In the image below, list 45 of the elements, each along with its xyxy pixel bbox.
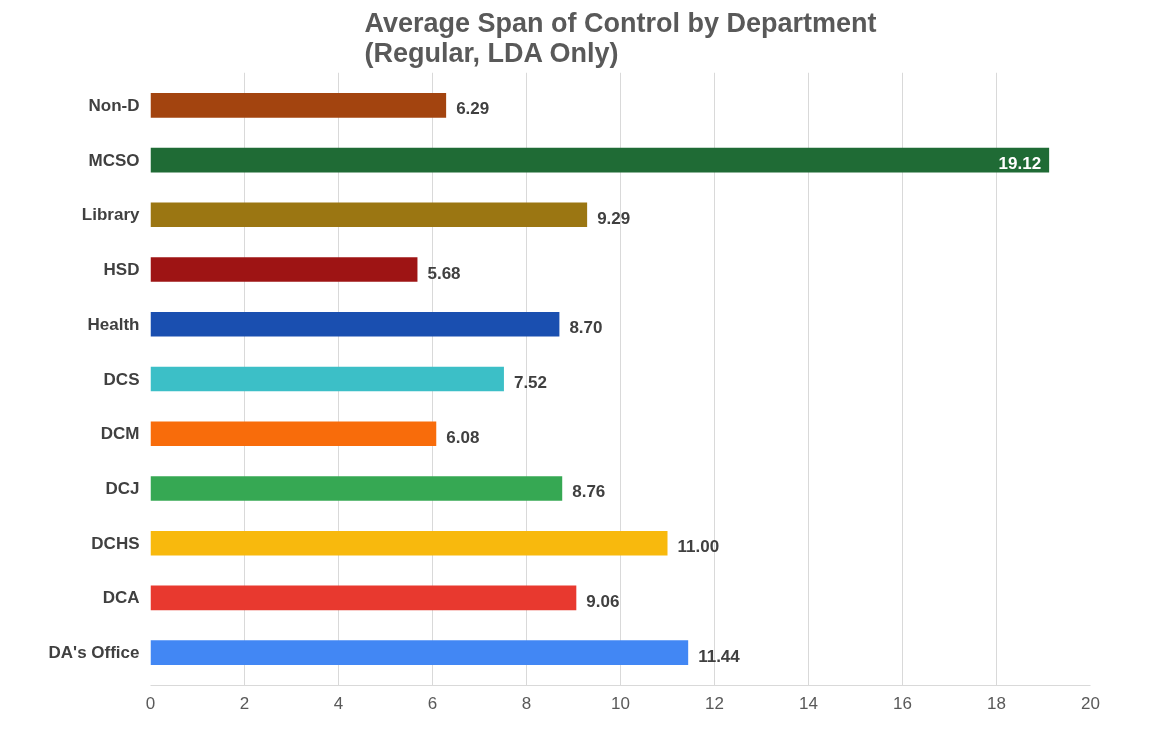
y-tick-label: Non-D — [88, 95, 140, 115]
x-tick-label: 10 — [611, 693, 630, 713]
data-label: 7.52 — [513, 373, 548, 392]
y-tick-label: DCHS — [91, 533, 140, 553]
y-tick-label: DA's Office — [48, 643, 140, 663]
data-label: 8.70 — [569, 318, 603, 338]
y-tick-label: DCS — [103, 369, 140, 389]
y-tick-label: MCSO — [88, 150, 140, 170]
y-tick-label: DCA — [102, 588, 140, 608]
bar — [150, 421, 437, 447]
x-tick-label: 18 — [987, 693, 1006, 713]
x-tick-label: 8 — [521, 693, 532, 713]
bar — [150, 93, 447, 118]
data-label: 11.00 — [677, 537, 720, 557]
y-tick-label: DCJ — [105, 478, 140, 498]
chart-title: Average Span of Control by Department (Regular, LDA Only) — [364, 7, 877, 68]
data-label: 11.44 — [698, 646, 741, 666]
data-label: 5.68 — [427, 263, 461, 283]
bar — [150, 585, 577, 611]
bar — [150, 640, 689, 665]
y-tick-label: Health — [87, 314, 140, 334]
bar — [150, 147, 1050, 173]
bar — [150, 530, 668, 556]
bar — [150, 257, 418, 282]
x-tick-label: 0 — [145, 693, 156, 713]
bar — [150, 366, 504, 392]
bar — [150, 202, 588, 228]
data-label: 8.76 — [572, 482, 606, 502]
data-label: 9.29 — [597, 208, 631, 228]
y-tick-label: DCM — [100, 424, 140, 444]
x-tick-label: 12 — [705, 693, 724, 713]
bar — [150, 311, 560, 337]
y-tick-label: HSD — [103, 260, 140, 280]
bar — [150, 476, 563, 501]
x-tick-label: 14 — [799, 693, 818, 713]
x-tick-label: 4 — [333, 693, 344, 713]
data-label: 6.08 — [446, 427, 480, 447]
data-label: 6.29 — [456, 99, 490, 119]
data-label: 9.06 — [586, 591, 620, 611]
x-tick-label: 20 — [1081, 693, 1100, 713]
x-tick-label: 2 — [239, 693, 250, 713]
data-label: 19.12 — [998, 154, 1042, 174]
y-tick-label: Library — [81, 205, 141, 225]
x-tick-label: 6 — [427, 693, 438, 713]
x-tick-label: 16 — [893, 693, 912, 713]
